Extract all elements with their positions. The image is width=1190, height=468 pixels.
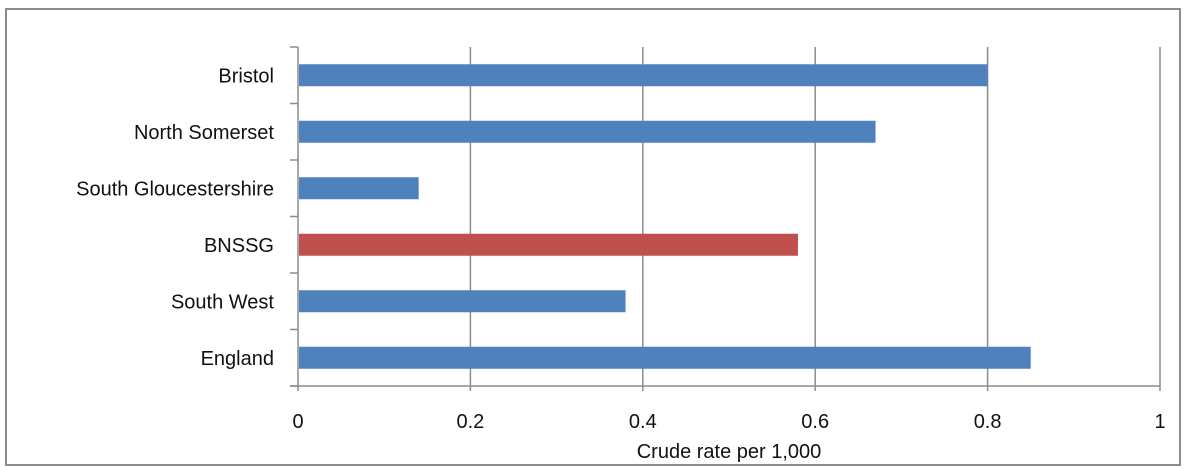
category-label: North Somerset [134, 122, 274, 144]
x-tick-label: 0.4 [629, 411, 657, 433]
x-tick-label: 0 [292, 411, 303, 433]
bar-bristol [299, 64, 988, 87]
bar-south-west [299, 290, 626, 313]
bar-south-gloucestershire [299, 177, 419, 200]
category-label: South Gloucestershire [76, 178, 274, 200]
gridlines [469, 47, 1161, 391]
x-tick-label: 0.6 [801, 411, 829, 433]
bar-england [299, 346, 1031, 369]
x-tick-labels: 0 0.2 0.4 0.6 0.8 1 [292, 411, 1165, 433]
x-tick-label: 0.2 [456, 411, 484, 433]
category-label: South West [171, 291, 274, 313]
x-axis-title: Crude rate per 1,000 [637, 441, 822, 463]
x-tick-label: 0.8 [974, 411, 1002, 433]
bar-bnssg [299, 233, 798, 256]
axes [290, 46, 1160, 391]
bar-north-somerset [299, 120, 876, 143]
category-labels: Bristol North Somerset South Gloucestershi… [76, 65, 274, 370]
bars [299, 64, 1031, 369]
category-label: BNSSG [204, 235, 274, 257]
x-tick-label: 1 [1154, 411, 1165, 433]
category-label: England [201, 348, 274, 370]
category-label: Bristol [218, 65, 274, 87]
